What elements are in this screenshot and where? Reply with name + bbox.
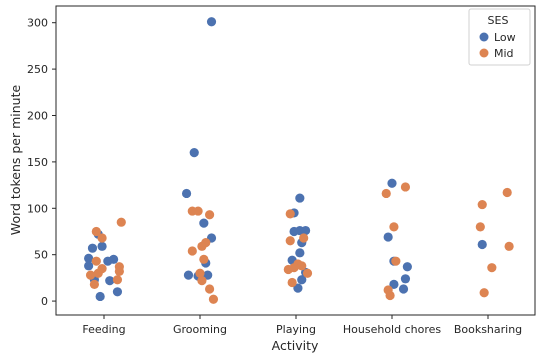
data-point-mid <box>197 241 207 251</box>
legend: SES Low Mid <box>468 8 531 66</box>
data-point-mid <box>93 268 103 278</box>
data-point-mid <box>487 263 497 273</box>
data-point-mid <box>297 261 307 271</box>
data-point-mid <box>299 233 309 243</box>
x-tick-label: Grooming <box>173 323 227 336</box>
x-tick-label: Playing <box>276 323 316 336</box>
legend-marker-mid <box>479 48 489 58</box>
data-point-mid <box>287 277 297 288</box>
data-point-mid <box>205 284 215 294</box>
data-point-mid <box>385 290 395 301</box>
data-point-mid <box>195 268 205 278</box>
data-point-low <box>103 256 113 266</box>
data-point-mid <box>205 210 215 220</box>
data-point-low <box>387 178 397 188</box>
data-point-low <box>402 262 412 272</box>
data-point-low <box>477 239 487 250</box>
data-point-low <box>398 284 409 294</box>
data-point-mid <box>208 294 219 304</box>
data-point-mid <box>91 226 101 237</box>
data-point-low <box>199 218 209 228</box>
legend-label-low: Low <box>494 31 516 44</box>
x-tick-label: Household chores <box>343 323 442 336</box>
data-point-low <box>112 287 123 297</box>
y-tick-label: 150 <box>27 156 48 169</box>
x-tick-label: Booksharing <box>454 323 522 336</box>
data-point-mid <box>187 246 197 256</box>
y-tick-label: 250 <box>27 63 48 76</box>
data-point-low <box>97 241 107 251</box>
data-points <box>84 17 514 304</box>
data-point-mid <box>91 256 101 266</box>
data-point-mid <box>285 236 295 246</box>
y-tick-label: 300 <box>27 17 48 30</box>
data-point-low <box>295 248 305 258</box>
data-point-mid <box>89 279 99 289</box>
data-point-mid <box>400 182 411 192</box>
data-point-low <box>84 253 94 263</box>
legend-title: SES <box>488 14 509 27</box>
data-point-mid <box>285 209 295 219</box>
data-point-mid <box>475 222 485 232</box>
data-point-low <box>87 243 98 253</box>
data-point-low <box>189 148 199 158</box>
data-point-mid <box>381 188 391 199</box>
y-ticks: 0 50 100 150 200 250 300 <box>27 17 56 308</box>
data-point-mid <box>199 254 209 264</box>
data-point-low <box>95 291 105 302</box>
y-tick-label: 200 <box>27 109 48 122</box>
data-point-low <box>383 232 393 242</box>
data-point-mid <box>85 270 96 280</box>
x-ticks: Feeding Grooming Playing Household chores Bo… <box>82 315 522 336</box>
data-point-mid <box>197 276 207 286</box>
y-tick-label: 100 <box>27 202 48 215</box>
data-point-mid <box>302 268 313 278</box>
data-point-low <box>183 270 194 280</box>
data-point-low <box>203 270 213 280</box>
data-point-low <box>400 274 411 284</box>
legend-marker-low <box>479 32 489 42</box>
data-point-mid <box>389 222 399 232</box>
legend-label-mid: Mid <box>494 47 514 60</box>
data-point-low <box>289 226 299 237</box>
data-point-low <box>301 225 311 236</box>
y-axis-title: Word tokens per minute <box>8 85 23 236</box>
data-point-low <box>181 188 192 199</box>
data-point-mid <box>289 263 299 273</box>
data-point-low <box>389 279 399 289</box>
data-point-low <box>105 276 115 286</box>
data-point-mid <box>502 187 512 198</box>
data-point-mid <box>114 266 124 276</box>
data-point-low <box>297 275 307 285</box>
data-point-low <box>293 283 303 293</box>
x-axis-title: Activity <box>272 338 319 353</box>
data-point-mid <box>112 275 123 285</box>
data-point-mid <box>193 206 203 216</box>
data-point-mid <box>504 241 514 251</box>
y-tick-label: 0 <box>41 295 48 308</box>
y-tick-label: 50 <box>34 249 48 262</box>
data-point-mid <box>97 233 107 243</box>
data-point-mid <box>479 288 489 298</box>
data-point-low <box>206 17 217 27</box>
data-point-mid <box>477 199 487 210</box>
data-point-low <box>84 261 94 271</box>
x-tick-label: Feeding <box>82 323 125 336</box>
data-point-mid <box>391 256 401 266</box>
data-point-low <box>295 193 305 203</box>
data-point-mid <box>116 217 126 227</box>
